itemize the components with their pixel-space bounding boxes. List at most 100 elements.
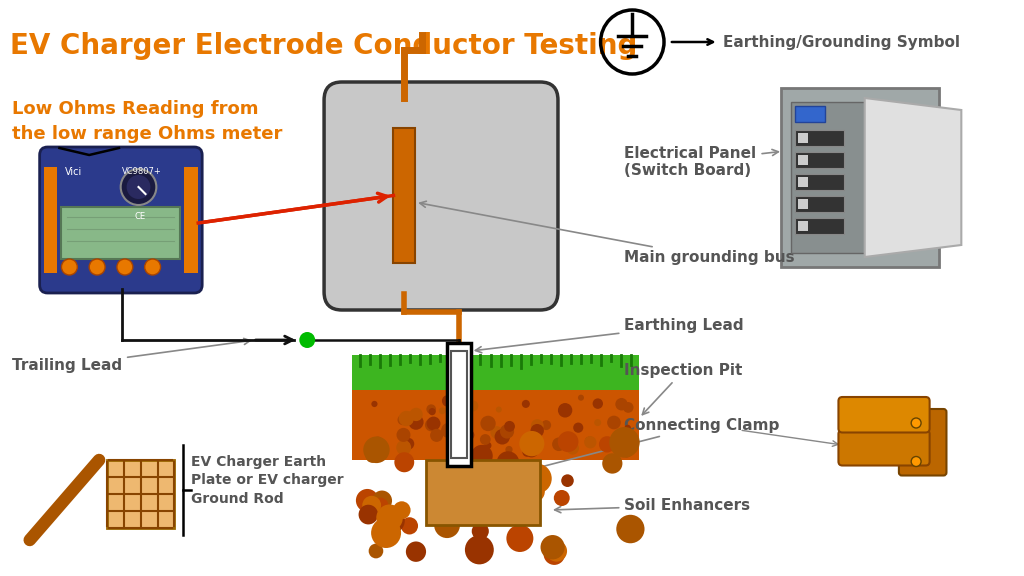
- Circle shape: [454, 404, 465, 414]
- Circle shape: [460, 429, 472, 442]
- Bar: [798, 221, 808, 231]
- Circle shape: [522, 464, 552, 494]
- Circle shape: [442, 395, 454, 407]
- Circle shape: [625, 425, 631, 431]
- Bar: [446, 343, 471, 466]
- Circle shape: [429, 418, 438, 427]
- FancyBboxPatch shape: [899, 409, 946, 476]
- Circle shape: [409, 415, 424, 430]
- FancyBboxPatch shape: [839, 397, 930, 433]
- Circle shape: [470, 497, 498, 525]
- Circle shape: [402, 438, 415, 450]
- Circle shape: [427, 416, 440, 430]
- Circle shape: [373, 437, 383, 447]
- Circle shape: [570, 444, 577, 450]
- Text: Earthing Lead: Earthing Lead: [475, 318, 744, 353]
- Circle shape: [542, 420, 551, 430]
- Circle shape: [393, 501, 411, 519]
- Circle shape: [472, 522, 488, 540]
- Circle shape: [396, 503, 410, 517]
- Circle shape: [623, 402, 634, 413]
- Circle shape: [616, 515, 644, 543]
- Circle shape: [406, 541, 426, 562]
- Circle shape: [61, 259, 77, 275]
- Circle shape: [614, 441, 621, 448]
- Circle shape: [911, 457, 922, 467]
- Circle shape: [552, 437, 565, 451]
- Circle shape: [497, 451, 519, 474]
- Circle shape: [426, 404, 436, 414]
- Circle shape: [490, 426, 503, 439]
- Circle shape: [372, 401, 378, 407]
- Circle shape: [366, 449, 380, 463]
- Circle shape: [464, 430, 474, 440]
- Circle shape: [379, 508, 404, 533]
- Text: Low Ohms Reading from
the low range Ohms meter: Low Ohms Reading from the low range Ohms…: [12, 100, 283, 143]
- Circle shape: [127, 175, 151, 199]
- Circle shape: [517, 465, 539, 488]
- Circle shape: [433, 503, 455, 525]
- Circle shape: [523, 481, 545, 502]
- FancyBboxPatch shape: [839, 430, 930, 465]
- Circle shape: [594, 419, 601, 426]
- Text: Soil Enhancers: Soil Enhancers: [555, 498, 751, 513]
- Circle shape: [446, 399, 462, 414]
- Circle shape: [519, 431, 545, 456]
- Circle shape: [544, 543, 565, 565]
- Text: CE: CE: [135, 212, 146, 221]
- Circle shape: [465, 535, 494, 564]
- Circle shape: [593, 399, 603, 409]
- Text: Electrical Panel
(Switch Board): Electrical Panel (Switch Board): [625, 146, 778, 178]
- Text: VC9807+: VC9807+: [122, 167, 162, 176]
- Circle shape: [446, 432, 458, 442]
- Circle shape: [607, 416, 621, 429]
- Circle shape: [626, 438, 635, 448]
- Bar: [108, 460, 174, 528]
- FancyBboxPatch shape: [324, 82, 558, 310]
- Bar: [352, 390, 639, 460]
- Circle shape: [546, 540, 567, 562]
- Bar: [61, 207, 180, 259]
- Bar: [795, 152, 845, 168]
- Text: Trailing Lead: Trailing Lead: [12, 339, 250, 373]
- Bar: [795, 106, 824, 122]
- Circle shape: [554, 490, 569, 506]
- Circle shape: [89, 259, 105, 275]
- Text: Main grounding bus: Main grounding bus: [420, 201, 795, 265]
- Circle shape: [453, 416, 466, 429]
- Circle shape: [406, 411, 415, 421]
- Text: Connecting Clamp: Connecting Clamp: [471, 418, 779, 486]
- Circle shape: [523, 442, 540, 457]
- Bar: [426, 460, 540, 525]
- Circle shape: [441, 423, 457, 438]
- Bar: [798, 155, 808, 165]
- Circle shape: [439, 407, 445, 414]
- Circle shape: [467, 400, 478, 411]
- Circle shape: [454, 454, 466, 467]
- Circle shape: [530, 424, 544, 438]
- Bar: [798, 133, 808, 143]
- Circle shape: [507, 525, 534, 552]
- Bar: [795, 174, 845, 190]
- FancyBboxPatch shape: [781, 88, 939, 267]
- Circle shape: [372, 498, 389, 515]
- Circle shape: [484, 442, 492, 449]
- Circle shape: [480, 434, 490, 445]
- Circle shape: [371, 518, 401, 548]
- Circle shape: [430, 429, 443, 442]
- Circle shape: [471, 445, 493, 467]
- Bar: [393, 128, 416, 263]
- Circle shape: [144, 259, 161, 275]
- Circle shape: [397, 415, 408, 425]
- Circle shape: [401, 517, 418, 535]
- Text: Vici: Vici: [66, 167, 83, 177]
- Circle shape: [410, 408, 423, 421]
- Circle shape: [500, 425, 514, 438]
- Circle shape: [558, 431, 579, 452]
- Circle shape: [541, 535, 564, 559]
- Circle shape: [453, 403, 460, 410]
- Circle shape: [299, 332, 315, 348]
- Circle shape: [356, 489, 379, 512]
- Circle shape: [566, 442, 579, 454]
- Bar: [795, 218, 845, 234]
